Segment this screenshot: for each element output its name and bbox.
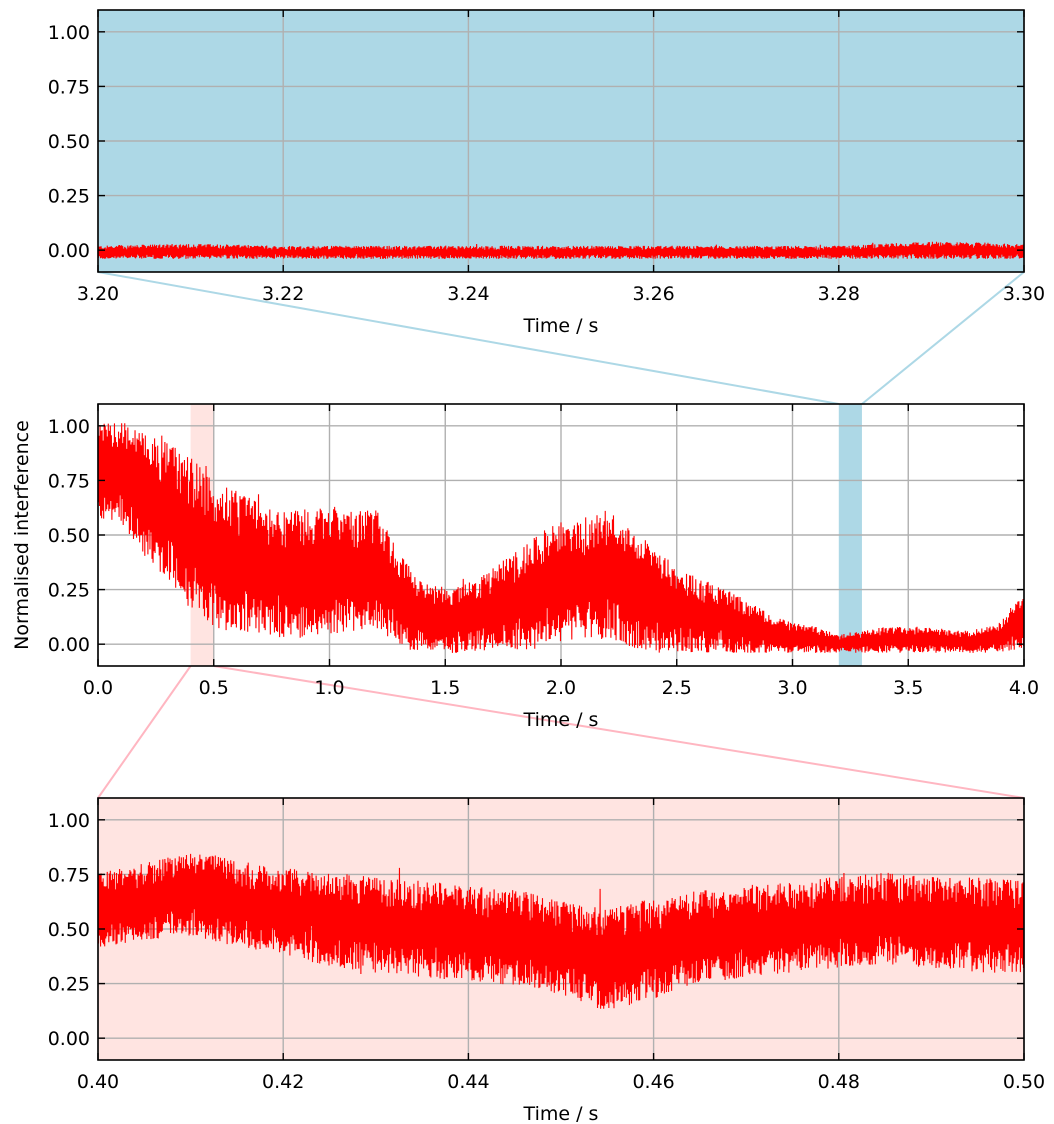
signal-series-0: [98, 423, 1024, 653]
y-tick-label: 0.00: [48, 634, 90, 656]
x-tick-label: 0.5: [199, 677, 229, 699]
zoom-bottom-panel: 0.40 0.42 0.44 0.46 0.48 0.50 0.00 0.25 0.50 0.75…: [48, 797, 1045, 1124]
x-tick-label: 0.44: [447, 1071, 489, 1093]
y-tick-label: 0.25: [48, 580, 90, 602]
x-tick-label: 0.0: [83, 677, 113, 699]
x-tick-label: 4.0: [1009, 677, 1039, 699]
signal-series-0: [98, 853, 1024, 1009]
x-tick-label: 0.50: [1003, 1071, 1045, 1093]
x-tick-label: 0.46: [632, 1071, 674, 1093]
y-tick-label: 0.50: [48, 131, 90, 153]
x-tick-label: 2.5: [662, 677, 692, 699]
x-axis-label: Time / s: [523, 709, 599, 731]
x-tick-label: 3.5: [893, 677, 923, 699]
x-tick-label: 0.40: [77, 1071, 119, 1093]
y-tick-label: 1.00: [48, 810, 90, 832]
x-tick-label: 3.24: [447, 283, 489, 305]
y-tick-label: 0.25: [48, 974, 90, 996]
signal-series-0: [98, 241, 1024, 259]
x-tick-label: 2.0: [546, 677, 576, 699]
y-tick-label: 1.00: [48, 416, 90, 438]
y-axis-label: Normalised interference: [11, 420, 33, 650]
x-tick-label: 1.0: [314, 677, 344, 699]
connector-bottom-right: [213, 665, 1025, 799]
full-signal-panel: 0.0 0.5 1.0 1.5 2.0 2.5 3.0 3.5 4.0 0.00 0.25 0.50 0…: [11, 403, 1039, 731]
connector-top-left: [97, 271, 839, 405]
connector-bottom-left: [97, 665, 192, 799]
x-tick-label: 3.30: [1003, 283, 1045, 305]
y-tick-label: 0.00: [48, 240, 90, 262]
y-tick-label: 0.75: [48, 864, 90, 886]
y-tick-label: 0.75: [48, 76, 90, 98]
x-axis-label: Time / s: [523, 1103, 599, 1124]
x-tick-label: 3.26: [632, 283, 674, 305]
y-tick-label: 0.25: [48, 186, 90, 208]
y-tick-label: 0.00: [48, 1028, 90, 1050]
x-tick-label: 1.5: [430, 677, 460, 699]
x-tick-label: 3.28: [818, 283, 860, 305]
connector-top-right: [861, 271, 1025, 405]
y-tick-label: 0.75: [48, 470, 90, 492]
x-axis-label: Time / s: [523, 315, 599, 337]
y-tick-label: 1.00: [48, 22, 90, 44]
zoom-top-panel: 3.20 3.22 3.24 3.26 3.28 3.30 0.00 0.25 0.50 0.75…: [48, 9, 1045, 337]
x-tick-label: 3.20: [77, 283, 119, 305]
x-tick-label: 0.42: [262, 1071, 304, 1093]
x-tick-label: 3.22: [262, 283, 304, 305]
zoom-connectors: [97, 271, 1025, 799]
x-tick-label: 3.0: [777, 677, 807, 699]
x-tick-label: 0.48: [818, 1071, 860, 1093]
y-tick-label: 0.50: [48, 919, 90, 941]
y-tick-label: 0.50: [48, 525, 90, 547]
